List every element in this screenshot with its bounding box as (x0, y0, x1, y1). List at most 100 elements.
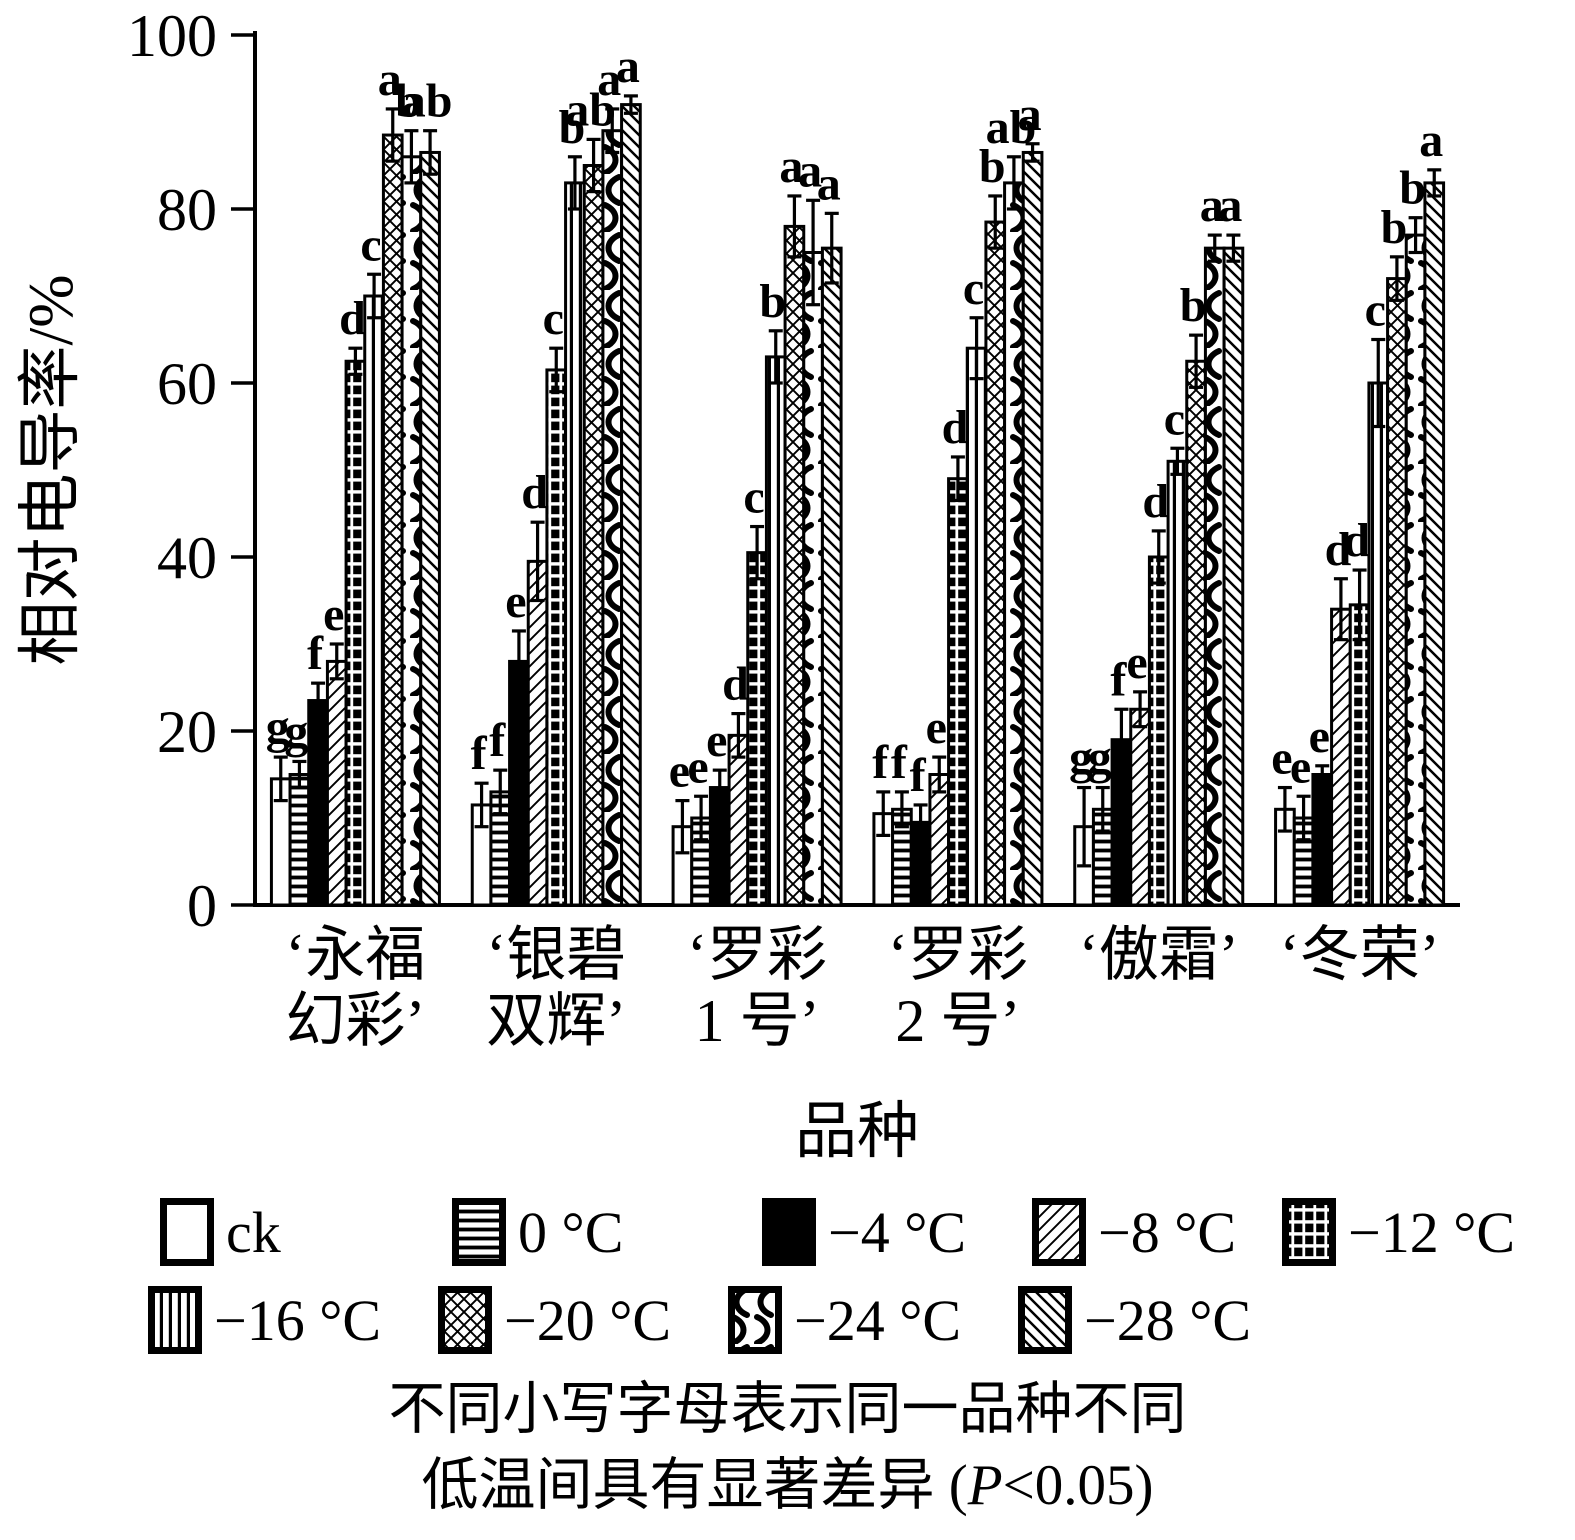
grid-blocks-swatch-icon (1282, 1198, 1336, 1266)
sig-letter: b (759, 275, 786, 328)
sig-letter: f (471, 727, 488, 780)
error-bar (787, 194, 802, 259)
bar (1330, 607, 1352, 907)
hlines-swatch-icon (452, 1198, 506, 1266)
sig-letter: e (669, 745, 690, 798)
sig-letter: e (926, 701, 947, 754)
error-bar (1315, 764, 1330, 785)
sig-letter: e (1290, 740, 1311, 793)
legend-label: −8 °C (1098, 1199, 1237, 1265)
error-bar (950, 455, 965, 503)
error-bar (493, 768, 508, 816)
sig-letter: a (1200, 179, 1224, 232)
error-bar (567, 155, 582, 211)
bar (1404, 233, 1427, 907)
bar (1129, 707, 1151, 907)
sig-letter: a (378, 53, 402, 106)
footnote-line-2: 低温间具有显著差异 (P<0.05) (421, 1454, 1154, 1517)
error-bar (367, 272, 382, 320)
legend-item: −28 °C (1018, 1286, 1278, 1354)
error-bar (876, 790, 891, 838)
error-bar (712, 768, 727, 807)
legend-item: −24 °C (728, 1286, 1018, 1354)
legend-row-1: ck 0 °C −4 °C −8 °C −12 °C (160, 1188, 1575, 1276)
legend-item: −8 °C (1032, 1198, 1282, 1266)
error-bar (311, 681, 326, 720)
x-axis-title: 品种 (795, 1098, 919, 1160)
sig-letter: d (942, 401, 969, 454)
bar (288, 773, 311, 907)
sig-letter: a (779, 140, 803, 193)
bar (400, 155, 423, 907)
bar (764, 355, 787, 907)
error-bars (273, 94, 1442, 868)
bar (419, 150, 441, 907)
sig-letter: b (395, 75, 422, 128)
footnote-line-1: 不同小写字母表示同一品种不同 (388, 1378, 1187, 1441)
y-tick-label: 0 (187, 873, 217, 939)
sig-letter: a (817, 157, 841, 210)
error-bar (385, 107, 400, 163)
error-bar (806, 198, 821, 307)
sig-letter: b (1381, 201, 1408, 254)
error-bar (1427, 168, 1442, 198)
bar (344, 359, 367, 907)
category-label: 2 号’ (895, 988, 1020, 1054)
bar (783, 224, 806, 907)
solid-swatch-icon (762, 1198, 816, 1266)
bar (1185, 359, 1207, 907)
category-label: ‘永福 (285, 922, 425, 988)
sig-letter: c (1365, 284, 1386, 337)
sig-letter: e (505, 575, 526, 628)
empty-swatch-icon (160, 1198, 214, 1266)
sig-letter: e (687, 740, 708, 793)
error-bar (894, 790, 909, 829)
p-value-symbol: P (967, 1454, 1003, 1517)
bar (965, 346, 988, 907)
legend-item: −16 °C (148, 1286, 438, 1354)
error-bar (750, 524, 765, 581)
category-label: ‘罗彩 (687, 922, 827, 988)
sig-letter: ab (986, 101, 1037, 154)
legend-label: −16 °C (214, 1287, 382, 1353)
bars (269, 103, 1446, 907)
bar (1311, 773, 1334, 907)
legend-item: 0 °C (452, 1198, 762, 1266)
bar (1203, 246, 1226, 907)
error-bar (1006, 155, 1021, 211)
error-bar (1151, 529, 1166, 585)
sig-letter: a (1018, 88, 1042, 141)
error-bar (1133, 690, 1148, 729)
legend-item: −4 °C (762, 1198, 1032, 1266)
sig-letter: b (559, 101, 586, 154)
bar (727, 733, 750, 907)
sig-letter: a (597, 53, 621, 106)
legend-label: −20 °C (504, 1287, 672, 1353)
axes: 0 20 40 60 80 100 (127, 3, 1460, 939)
bar (947, 477, 969, 907)
sig-letter: d (1343, 514, 1370, 567)
error-bar (292, 759, 307, 790)
legend-label: −24 °C (794, 1287, 962, 1353)
bar (802, 251, 824, 907)
error-bar (694, 794, 709, 842)
error-bar (1226, 233, 1241, 263)
sig-letter: d (1142, 475, 1169, 528)
error-bar (549, 346, 564, 394)
legend-item: ck (160, 1198, 452, 1266)
bar (1147, 555, 1170, 907)
error-bar (1408, 216, 1423, 255)
legend-label: −12 °C (1348, 1199, 1516, 1265)
bar (381, 133, 404, 907)
sig-letter: a (616, 40, 640, 93)
sig-letter: c (1164, 392, 1185, 445)
error-bar (1371, 337, 1386, 429)
bar (1166, 459, 1189, 907)
error-bar (1352, 568, 1367, 642)
sig-letter: d (339, 292, 366, 345)
category-label: ‘傲霜’ (1079, 922, 1239, 988)
y-axis-title: 相对电导率/% (15, 274, 86, 665)
y-tick-label: 80 (157, 177, 217, 243)
